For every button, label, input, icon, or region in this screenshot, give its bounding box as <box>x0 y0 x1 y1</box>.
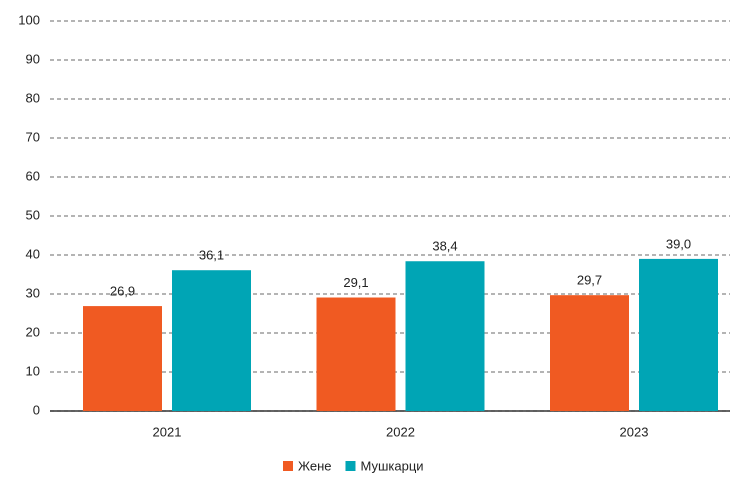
y-tick-label: 80 <box>26 90 40 105</box>
bar <box>550 295 629 411</box>
legend-swatch <box>283 461 293 471</box>
value-label: 38,4 <box>432 239 457 254</box>
legend-label: Мушкарци <box>360 458 423 473</box>
y-tick-label: 0 <box>33 402 40 417</box>
value-label: 29,7 <box>577 273 602 288</box>
x-tick-label: 2023 <box>620 424 649 439</box>
y-tick-label: 60 <box>26 168 40 183</box>
y-tick-label: 10 <box>26 363 40 378</box>
y-tick-label: 70 <box>26 129 40 144</box>
x-tick-label: 2021 <box>153 424 182 439</box>
value-label: 36,1 <box>199 248 224 263</box>
y-tick-label: 20 <box>26 324 40 339</box>
y-tick-label: 100 <box>18 12 40 27</box>
y-tick-label: 30 <box>26 285 40 300</box>
value-label: 26,9 <box>110 284 135 299</box>
y-tick-label: 90 <box>26 51 40 66</box>
value-label: 29,1 <box>343 275 368 290</box>
y-tick-label: 50 <box>26 207 40 222</box>
bar <box>83 306 162 411</box>
bar <box>639 258 718 411</box>
value-label: 39,0 <box>666 236 691 251</box>
y-tick-label: 40 <box>26 246 40 261</box>
legend-swatch <box>345 461 356 471</box>
legend-label: Жене <box>298 458 331 473</box>
bar <box>316 297 396 411</box>
x-tick-label: 2022 <box>386 424 415 439</box>
bar <box>172 270 251 411</box>
bar <box>405 261 485 411</box>
